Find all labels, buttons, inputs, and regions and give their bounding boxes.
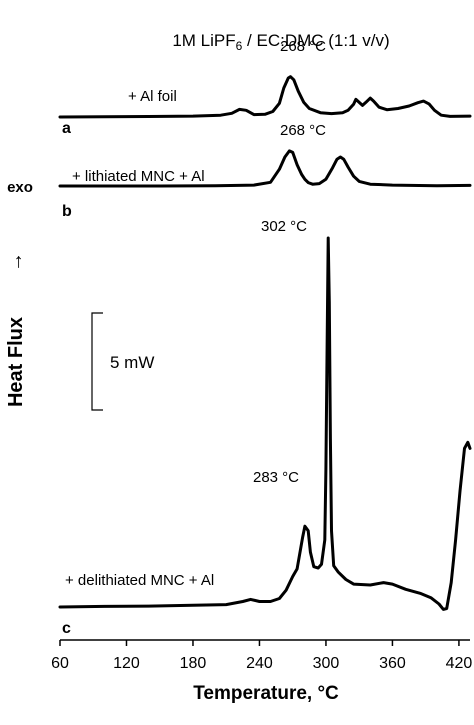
trace-b	[58, 149, 472, 188]
series-name-c: + delithiated MNC + Al	[65, 572, 214, 589]
curve-letter-b: b	[62, 203, 72, 220]
traces	[58, 75, 472, 611]
x-tick-label: 60	[51, 655, 69, 672]
y-axis-title: Heat Flux → exo	[5, 179, 33, 407]
exo-label: exo	[7, 179, 33, 196]
curve-letter-c: c	[62, 620, 71, 637]
x-tick-label: 180	[180, 655, 207, 672]
x-tick-label: 420	[446, 655, 473, 672]
peak-labels: 268 °C 268 °C 283 °C 302 °C	[253, 38, 326, 486]
series-names: + Al foil + lithiated MNC + Al + delithiat…	[65, 88, 214, 589]
peak-label-a: 268 °C	[280, 38, 326, 55]
chart-title: 1M LiPF6 / EC:DMC (1:1 v/v)	[172, 31, 389, 53]
x-axis-label: Temperature, °C	[193, 683, 339, 704]
peak-label-b: 268 °C	[280, 122, 326, 139]
x-tick-label: 120	[113, 655, 140, 672]
x-axis: 60 120 180 240 300 360 420 Temperature, °C	[51, 639, 472, 704]
x-tick-label: 300	[313, 655, 340, 672]
peak-label-c: 283 °C	[253, 469, 299, 486]
trace-a	[58, 75, 472, 119]
series-name-a: + Al foil	[128, 88, 177, 105]
y-axis-label: Heat Flux	[5, 317, 27, 407]
exo-arrow: →	[5, 252, 27, 272]
x-ticks: 60 120 180 240 300 360 420	[51, 640, 472, 672]
x-tick-label: 240	[246, 655, 273, 672]
trace-c	[58, 236, 472, 611]
scale-bar: 5 mW	[91, 312, 154, 411]
peak-label-c-2: 302 °C	[261, 218, 307, 235]
curve-letter-a: a	[62, 120, 71, 137]
x-tick-label: 360	[379, 655, 406, 672]
series-name-b: + lithiated MNC + Al	[72, 168, 205, 185]
scale-bar-label: 5 mW	[110, 353, 154, 372]
curve-letters: a b c	[62, 120, 72, 637]
scale-bar-bracket	[91, 312, 103, 411]
